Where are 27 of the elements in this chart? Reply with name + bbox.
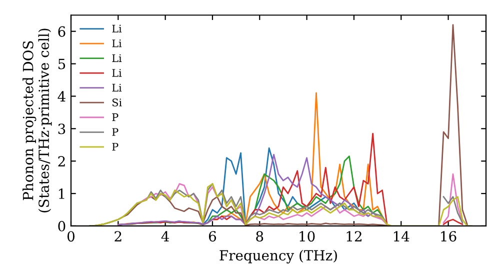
legend-label: Li — [112, 40, 122, 48]
x-tick-label: 0 — [67, 231, 74, 242]
legend-label: P — [112, 113, 118, 122]
legend-label: Li — [112, 54, 122, 62]
x-tick-label: 8 — [256, 231, 264, 242]
legend-label: P — [112, 128, 118, 136]
y-tick-label: 0 — [58, 220, 66, 232]
legend-label: Li — [112, 69, 122, 77]
legend-label: P — [112, 142, 118, 151]
y-tick-label: 6 — [58, 26, 66, 37]
legend-label: Li — [112, 84, 122, 92]
x-tick-label: 4 — [161, 231, 170, 242]
y-tick-label: 5 — [58, 58, 66, 70]
x-tick-label: 10 — [300, 231, 315, 242]
x-tick-label: 2 — [114, 231, 122, 242]
x-tick-label: 6 — [208, 231, 216, 242]
x-tick-label: 14 — [394, 231, 410, 242]
y-tick-label: 3 — [58, 124, 66, 134]
y-axis-title: Phonon projected DOS (States/THz·primitive cell) — [22, 28, 52, 212]
y-tick-label: 1 — [58, 188, 64, 199]
y-tick-label: 4 — [58, 91, 66, 102]
x-axis-title: Frequency (THz) — [220, 250, 337, 264]
legend-label: Li — [112, 24, 122, 32]
x-tick-label: 16 — [441, 231, 456, 242]
x-tick-label: 12 — [346, 231, 362, 242]
legend-label: Si — [112, 98, 122, 106]
y-tick-label: 2 — [58, 156, 65, 166]
